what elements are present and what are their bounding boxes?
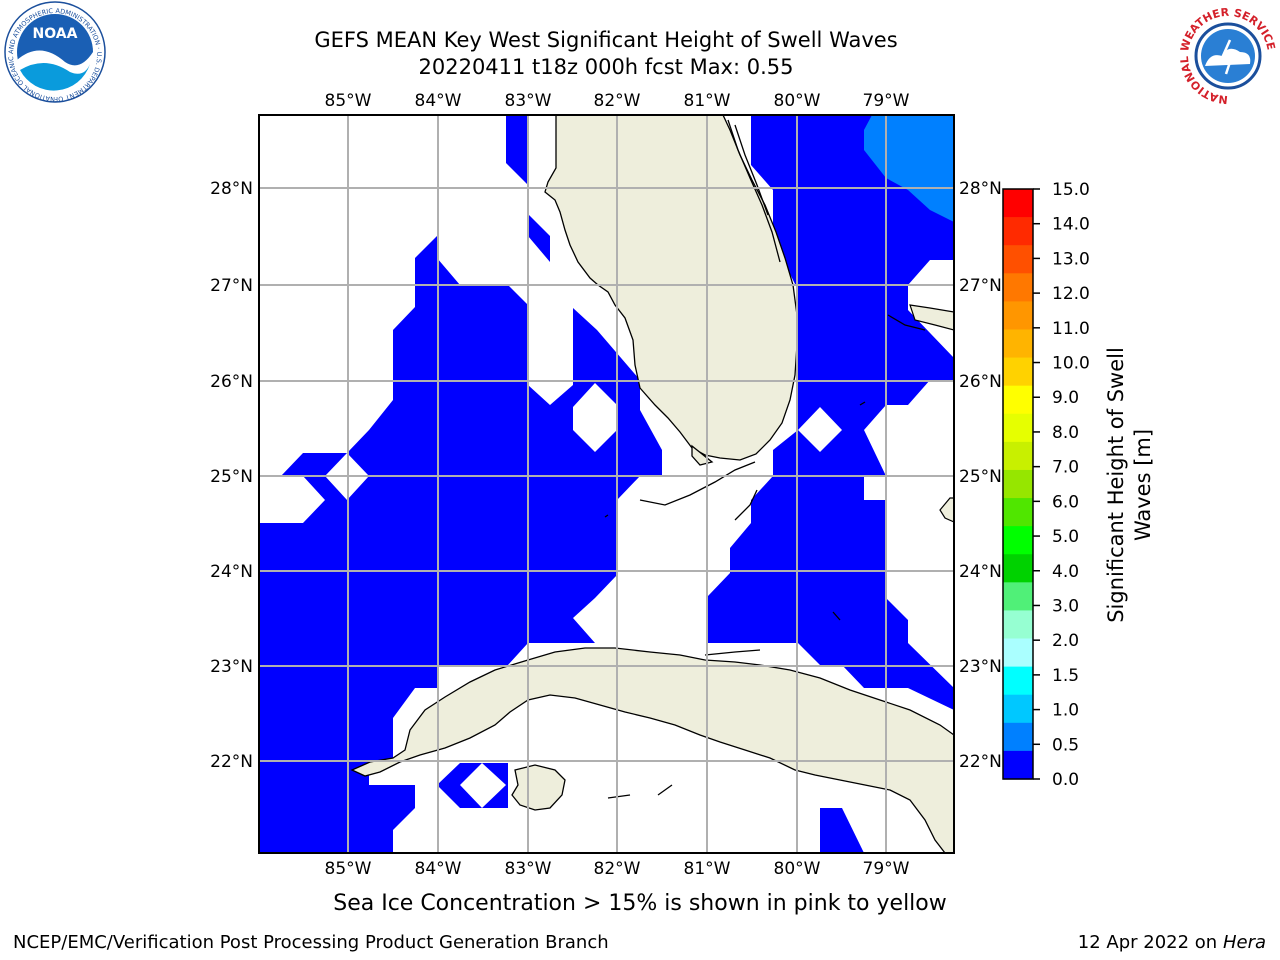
lat-label: 26°N — [959, 372, 1002, 392]
colorbar-tick-label: 0.0 — [1052, 770, 1079, 790]
lat-labels-right: 28°N 27°N 26°N 25°N 24°N 23°N 22°N — [959, 179, 1002, 772]
lat-labels-left: 28°N 27°N 26°N 25°N 24°N 23°N 22°N — [210, 179, 253, 772]
lon-label: 80°W — [774, 859, 821, 879]
colorbar-swatch — [1003, 189, 1033, 218]
colorbar-tick-label: 7.0 — [1052, 458, 1079, 478]
colorbar-tick-label: 11.0 — [1052, 319, 1090, 339]
lat-label: 28°N — [210, 179, 253, 199]
colorbar-tick-label: 1.5 — [1052, 666, 1079, 686]
colorbar-swatch — [1003, 498, 1033, 527]
colorbar-frame — [1002, 188, 1034, 780]
colorbar-tick-label: 4.0 — [1052, 562, 1079, 582]
map-frame — [258, 114, 955, 854]
colorbar-swatch — [1003, 722, 1033, 752]
lon-labels-top: 85°W 84°W 83°W 82°W 81°W 80°W 79°W — [325, 91, 910, 111]
land-bahamas — [909, 304, 954, 523]
colorbar-label: Significant Height of Swell Waves [m] — [1104, 347, 1155, 623]
colorbar-swatch — [1003, 610, 1033, 640]
chart-subtitle: 20220411 t18z 000h fcst Max: 0.55 — [418, 55, 794, 79]
lon-label: 84°W — [415, 859, 462, 879]
colorbar-tick-label: 12.0 — [1052, 284, 1090, 304]
colorbar-swatch — [1003, 469, 1033, 499]
colorbar-tick-label: 2.0 — [1052, 631, 1079, 651]
colorbar-swatch — [1003, 245, 1033, 274]
lon-label: 82°W — [594, 859, 641, 879]
lat-label: 25°N — [959, 467, 1002, 487]
colorbar-tick-label: 6.0 — [1052, 492, 1079, 512]
colorbar-swatch — [1003, 554, 1033, 583]
colorbar-swatch — [1003, 217, 1033, 246]
footer-date: 12 Apr 2022 on Hera — [1078, 932, 1266, 953]
lon-label: 81°W — [684, 859, 731, 879]
colorbar-swatch — [1003, 666, 1033, 696]
colorbar-tick-label: 10.0 — [1052, 354, 1090, 374]
lon-label: 83°W — [505, 859, 552, 879]
colorbar-swatch — [1003, 638, 1033, 668]
colorbar-swatch — [1003, 329, 1033, 359]
sea-ice-note: Sea Ice Concentration > 15% is shown in … — [333, 891, 947, 916]
nws-logo-icon: NATIONAL WEATHER SERVICE — [1178, 6, 1278, 106]
lon-label: 85°W — [325, 859, 372, 879]
colorbar-ticks: 15.0 14.0 13.0 12.0 11.0 10.0 9.0 8.0 7.0 6.0 5.0 4… — [1033, 180, 1090, 790]
swell-fill-0-0.5 — [259, 115, 954, 853]
coastline-details — [604, 119, 926, 799]
land-florida — [544, 115, 798, 466]
colorbar-swatch — [1003, 413, 1033, 443]
colorbar-swatch — [1003, 301, 1033, 331]
footer-date-text: 12 Apr 2022 on — [1077, 932, 1223, 953]
lat-label: 22°N — [210, 752, 253, 772]
footer-host: Hera — [1222, 932, 1266, 953]
colorbar-tick-label: 0.5 — [1052, 735, 1079, 755]
lat-label: 24°N — [959, 562, 1002, 582]
lat-label: 24°N — [210, 562, 253, 582]
colorbar-swatch — [1003, 385, 1033, 415]
map-area — [259, 115, 954, 853]
colorbar-tick-label: 3.0 — [1052, 596, 1079, 616]
lat-label: 23°N — [959, 657, 1002, 677]
colorbar-tick-label: 9.0 — [1052, 388, 1079, 408]
colorbar-swatch — [1003, 273, 1033, 302]
lon-label: 80°W — [774, 91, 821, 111]
lat-label: 28°N — [959, 179, 1002, 199]
colorbar-swatch — [1003, 694, 1033, 724]
graticule — [259, 115, 954, 853]
lat-label: 27°N — [959, 276, 1002, 296]
colorbar-swatch — [1003, 750, 1033, 780]
lon-label: 82°W — [594, 91, 641, 111]
swell-holes — [325, 383, 842, 808]
colorbar-swatch — [1003, 357, 1033, 387]
colorbar-label-line2: Waves [m] — [1131, 429, 1155, 541]
lon-label: 81°W — [684, 91, 731, 111]
colorbar-swatch — [1003, 582, 1033, 612]
footer-credit: NCEP/EMC/Verification Post Processing Pr… — [13, 932, 609, 953]
lat-label: 23°N — [210, 657, 253, 677]
lat-label: 25°N — [210, 467, 253, 487]
lon-label: 79°W — [863, 91, 910, 111]
colorbar — [1003, 189, 1033, 780]
chart-title: GEFS MEAN Key West Significant Height of… — [314, 28, 898, 52]
colorbar-tick-label: 15.0 — [1052, 180, 1090, 200]
noaa-logo-icon: NOAA NATIONAL OCEANIC AND ATMOSPHERIC AD… — [0, 0, 106, 103]
colorbar-swatch — [1003, 526, 1033, 555]
lon-label: 85°W — [325, 91, 372, 111]
lon-label: 84°W — [415, 91, 462, 111]
colorbar-swatch — [1003, 441, 1033, 471]
colorbar-tick-label: 14.0 — [1052, 215, 1090, 235]
lon-labels-bottom: 85°W 84°W 83°W 82°W 81°W 80°W 79°W — [325, 859, 910, 879]
lat-label: 22°N — [959, 752, 1002, 772]
colorbar-label-line1: Significant Height of Swell — [1104, 347, 1128, 623]
lat-label: 26°N — [210, 372, 253, 392]
lon-label: 83°W — [505, 91, 552, 111]
lon-label: 79°W — [863, 859, 910, 879]
noaa-logo-text: NOAA — [33, 26, 78, 42]
colorbar-tick-label: 13.0 — [1052, 249, 1090, 269]
colorbar-tick-label: 1.0 — [1052, 701, 1079, 721]
colorbar-tick-label: 8.0 — [1052, 423, 1079, 443]
colorbar-tick-label: 5.0 — [1052, 527, 1079, 547]
lat-label: 27°N — [210, 276, 253, 296]
